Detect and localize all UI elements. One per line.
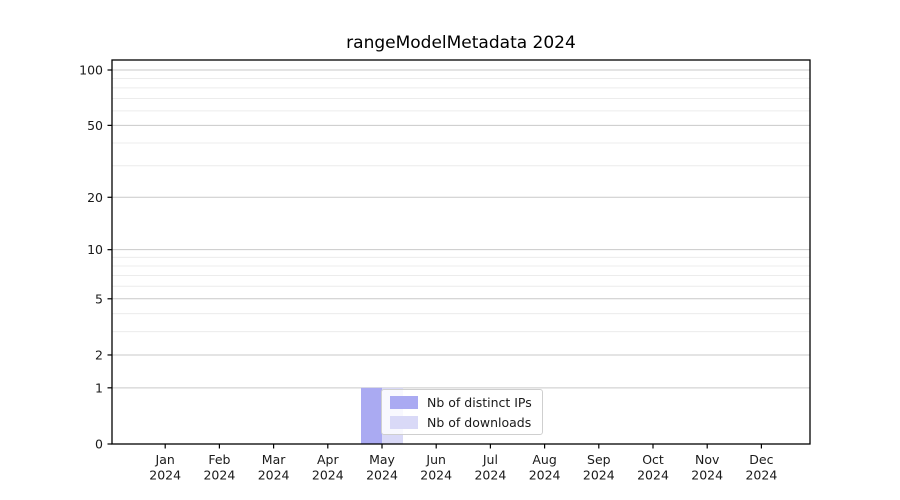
x-tick-label: Feb 2024 <box>203 452 235 483</box>
legend-swatch-downloads-icon <box>390 415 418 429</box>
x-tick-label: Apr 2024 <box>312 452 344 483</box>
y-tick-label: 0 <box>95 437 103 452</box>
x-tick-label: Mar 2024 <box>258 452 290 483</box>
x-tick-label: May 2024 <box>366 452 398 483</box>
y-tick-label: 20 <box>87 190 103 205</box>
legend-item-downloads: Nb of downloads <box>390 414 542 430</box>
x-tick-label: Aug 2024 <box>529 452 561 483</box>
x-tick-label: Jul 2024 <box>474 452 506 483</box>
legend-swatch-distinct-ips-icon <box>390 395 418 409</box>
x-tick-label: Jan 2024 <box>149 452 181 483</box>
y-tick-label: 50 <box>87 118 103 133</box>
x-tick-label: Oct 2024 <box>637 452 669 483</box>
x-tick-label: Dec 2024 <box>745 452 777 483</box>
x-tick-label: Nov 2024 <box>691 452 723 483</box>
y-tick-label: 1 <box>95 380 103 395</box>
chart-title: rangeModelMetadata 2024 <box>346 33 576 53</box>
y-tick-label: 2 <box>95 347 103 362</box>
legend: Nb of distinct IPs Nb of downloads <box>381 389 543 435</box>
legend-label-distinct-ips: Nb of distinct IPs <box>427 394 532 410</box>
x-tick-label: Jun 2024 <box>420 452 452 483</box>
y-tick-label: 5 <box>95 291 103 306</box>
legend-label-downloads: Nb of downloads <box>427 414 532 430</box>
legend-item-distinct-ips: Nb of distinct IPs <box>390 394 542 410</box>
y-tick-label: 10 <box>87 242 103 257</box>
x-tick-label: Sep 2024 <box>583 452 615 483</box>
axes-spines <box>111 59 811 445</box>
bar-nb-of-distinct-ips <box>361 387 382 444</box>
y-tick-label: 100 <box>79 63 103 78</box>
